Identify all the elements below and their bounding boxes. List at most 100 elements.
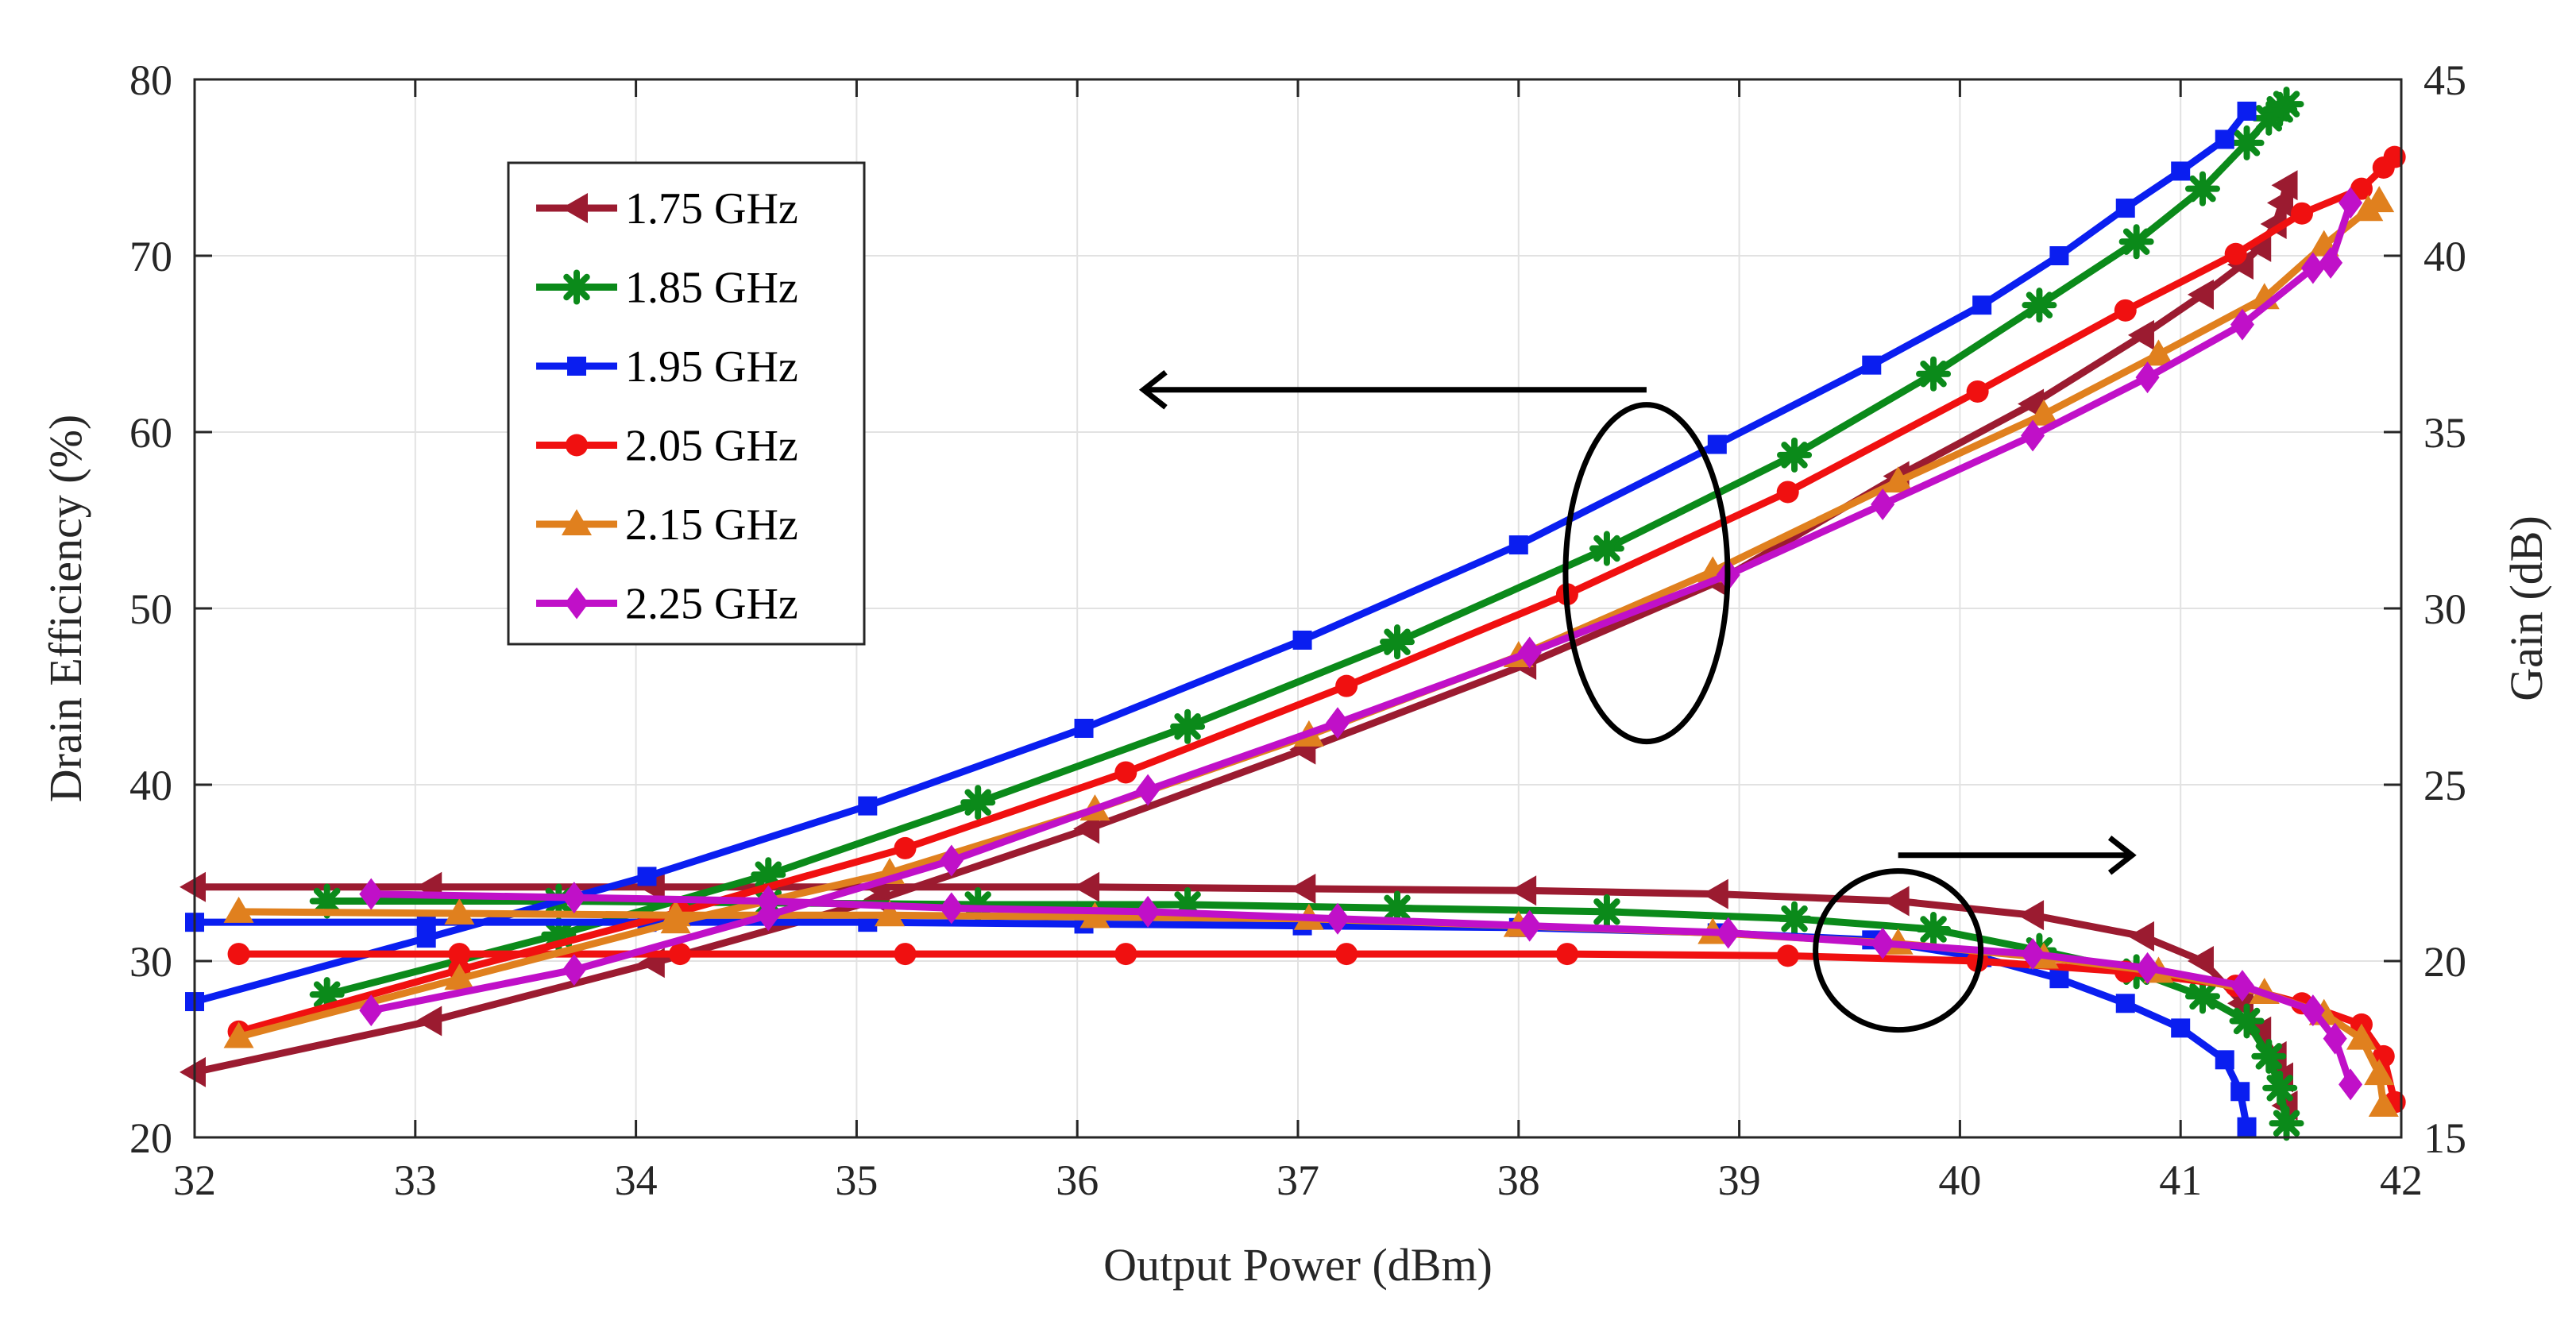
- gain-point-2-25-ghz: [2021, 938, 2045, 971]
- gain-point-2-25-ghz: [2300, 994, 2325, 1027]
- gain-point-1-75-ghz: [2018, 900, 2045, 931]
- efficiency-point-2-15-ghz: [2028, 399, 2059, 426]
- asterisk-core: [319, 986, 335, 1003]
- gain-point-2-25-ghz: [359, 878, 384, 910]
- y-right-tick-label: 35: [2423, 409, 2466, 457]
- gain-point-2-05-ghz: [448, 943, 471, 966]
- gain-point-1-85-ghz: [1589, 894, 1624, 929]
- efficiency-point-2-25-ghz: [2338, 187, 2363, 219]
- efficiency-point-2-15-ghz: [1883, 466, 1914, 493]
- asterisk-core: [2278, 1115, 2295, 1132]
- efficiency-point-2-05-ghz: [1114, 761, 1137, 784]
- asterisk-core: [569, 279, 585, 295]
- gain-point-1-85-ghz: [2251, 1038, 2287, 1074]
- asterisk-core: [1925, 921, 1942, 938]
- asterisk-core: [1180, 718, 1196, 735]
- efficiency-point-2-05-ghz: [1776, 481, 1799, 504]
- y-left-tick-label: 20: [129, 1114, 172, 1162]
- y-left-tick-label: 60: [129, 409, 172, 457]
- efficiency-point-1-95-ghz: [1292, 630, 1312, 650]
- efficiency-point-1-75-ghz: [2260, 209, 2287, 240]
- asterisk-core: [2031, 297, 2048, 314]
- asterisk-core: [760, 867, 777, 883]
- efficiency-point-1-95-ghz: [2171, 161, 2191, 181]
- gain-point-2-05-ghz: [1776, 944, 1799, 967]
- series-layer: [180, 87, 2406, 1141]
- x-tick-label: 35: [835, 1156, 878, 1204]
- efficiency-point-2-25-ghz: [1136, 774, 1161, 806]
- y-right-tick-label: 40: [2423, 233, 2466, 280]
- asterisk-core: [1598, 540, 1615, 557]
- efficiency-point-1-75-ghz: [180, 1056, 206, 1087]
- y-axis-left-title: Drain Efficiency (%): [40, 415, 91, 802]
- asterisk-core: [2238, 1013, 2255, 1029]
- gain-point-2-05-ghz: [894, 943, 917, 966]
- asterisk-core: [2238, 134, 2255, 151]
- y-right-tick-label: 45: [2423, 56, 2466, 104]
- gain-point-1-95-ghz: [2215, 1050, 2234, 1070]
- asterisk-core: [970, 794, 987, 811]
- legend-label-1-95-ghz: 1.95 GHz: [625, 342, 798, 392]
- gain-point-2-15-ghz: [875, 900, 906, 927]
- efficiency-point-2-05-ghz: [2224, 242, 2247, 265]
- efficiency-point-1-75-ghz: [2187, 279, 2214, 310]
- asterisk-core: [1786, 446, 1803, 463]
- efficiency-point-1-75-ghz: [2127, 319, 2154, 350]
- gain-point-2-25-ghz: [2135, 952, 2160, 984]
- efficiency-point-1-85-ghz: [2022, 288, 2057, 323]
- asterisk-core: [550, 926, 567, 943]
- legend-marker-2-15-ghz: [562, 509, 592, 535]
- gain-point-1-75-ghz: [1073, 871, 1100, 902]
- gain-point-1-85-ghz: [2262, 1070, 2298, 1106]
- efficiency-point-1-85-ghz: [1170, 708, 1206, 744]
- legend-label-2-25-ghz: 2.25 GHz: [625, 580, 798, 629]
- efficiency-point-1-75-ghz: [1073, 813, 1100, 844]
- efficiency-point-1-85-ghz: [1589, 531, 1624, 566]
- efficiency-point-2-25-ghz: [2021, 419, 2045, 452]
- efficiency-point-2-05-ghz: [894, 836, 917, 859]
- legend-marker-1-75-ghz: [562, 193, 588, 223]
- efficiency-point-1-95-ghz: [2215, 129, 2234, 149]
- efficiency-point-1-95-ghz: [637, 867, 657, 886]
- gain-point-1-75-ghz: [2127, 921, 2154, 952]
- asterisk-core: [1786, 910, 1803, 927]
- efficiency-point-2-15-ghz: [2143, 339, 2174, 366]
- gain-point-1-95-ghz: [2115, 994, 2135, 1013]
- gain-point-1-75-ghz: [2187, 946, 2214, 976]
- asterisk-core: [1180, 896, 1196, 913]
- efficiency-point-1-85-ghz: [2184, 171, 2220, 207]
- asterisk-core: [1598, 903, 1615, 920]
- gain-point-2-05-ghz: [227, 943, 250, 966]
- efficiency-point-1-75-ghz: [2271, 170, 2298, 201]
- efficiency-point-2-25-ghz: [359, 994, 384, 1027]
- efficiency-point-2-05-ghz: [1335, 674, 1358, 697]
- y-left-tick-label: 30: [129, 938, 172, 986]
- gain-point-2-15-ghz: [2368, 1091, 2399, 1118]
- efficiency-point-1-85-ghz: [960, 785, 996, 820]
- gain-point-2-15-ghz: [444, 898, 475, 925]
- efficiency-point-1-95-ghz: [1508, 535, 1528, 555]
- efficiency-point-2-25-ghz: [2135, 361, 2160, 394]
- efficiency-point-1-75-ghz: [415, 1006, 442, 1037]
- x-tick-label: 34: [615, 1156, 658, 1204]
- gain-point-2-05-ghz: [1555, 943, 1578, 966]
- y-right-tick-label: 15: [2423, 1114, 2466, 1162]
- efficiency-point-1-95-ghz: [858, 796, 878, 816]
- x-tick-label: 38: [1497, 1156, 1540, 1204]
- efficiency-point-1-85-ghz: [2269, 87, 2304, 122]
- efficiency-point-1-95-ghz: [2115, 199, 2135, 218]
- x-tick-label: 32: [173, 1156, 216, 1204]
- efficiency-point-2-25-ghz: [1517, 636, 1542, 669]
- gain-point-2-25-ghz: [2338, 1068, 2363, 1101]
- efficiency-point-2-15-ghz: [2364, 186, 2395, 213]
- gain-point-1-85-ghz: [1777, 901, 1813, 936]
- gain-point-2-25-ghz: [939, 892, 964, 925]
- efficiency-point-2-25-ghz: [2230, 308, 2254, 341]
- asterisk-core: [2194, 988, 2211, 1005]
- efficiency-point-1-85-ghz: [1380, 624, 1415, 660]
- asterisk-core: [1389, 900, 1406, 917]
- efficiency-point-1-95-ghz: [2049, 246, 2069, 265]
- gain-point-2-15-ghz: [223, 896, 254, 923]
- efficiency-point-2-25-ghz: [2300, 252, 2325, 284]
- axes: 32 33 34 35 36 37 38 39 40 41 42 20 30 40 50 60 70 80 15 20…: [129, 56, 2466, 1204]
